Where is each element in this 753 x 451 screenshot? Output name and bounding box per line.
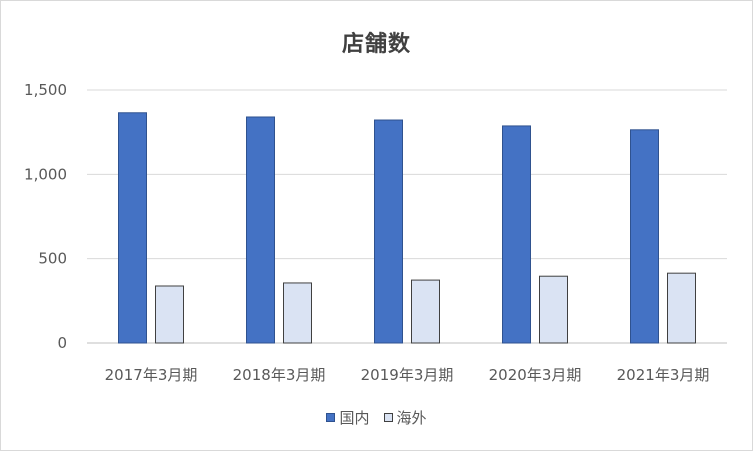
bar-overseas [667,272,696,344]
legend-item-overseas: 海外 [383,407,427,428]
chart-title: 店舗数 [341,32,411,57]
y-tick-label: 0 [57,334,67,352]
bar-overseas [155,285,184,344]
bar-domestic [374,119,403,344]
bar-domestic [118,112,147,344]
legend-label-overseas: 海外 [396,409,427,427]
bar-domestic [246,116,275,344]
x-tick-label: 2018年3月期 [233,366,326,384]
bar-domestic [502,125,531,344]
legend-label-domestic: 国内 [339,409,370,427]
x-tick-label: 2017年3月期 [105,366,198,384]
bar-overseas [539,275,568,344]
y-tick-label: 1,500 [24,81,67,99]
y-tick-label: 1,000 [24,165,67,183]
legend-item-domestic: 国内 [326,407,370,428]
legend-swatch-domestic [326,413,336,422]
bar-overseas [411,279,440,344]
y-tick-label: 500 [38,250,67,268]
legend: 国内 海外 [0,407,753,428]
x-tick-label: 2021年3月期 [617,366,710,384]
x-tick-label: 2020年3月期 [489,366,582,384]
x-tick-label: 2019年3月期 [361,366,454,384]
bar-overseas [283,282,312,344]
legend-swatch-overseas [383,413,393,422]
bar-domestic [630,129,659,344]
